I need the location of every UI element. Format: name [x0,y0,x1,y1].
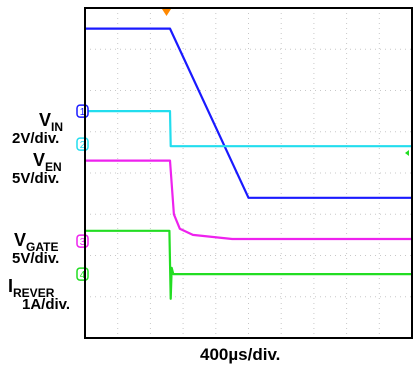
marker-number: 4 [80,270,86,281]
ven-label: VEN [33,150,62,174]
traces [85,27,412,300]
marker-number: 2 [80,140,86,151]
trigger-level-marker [405,150,409,156]
irever-label: IREVER [8,276,55,300]
x-axis-label: 400µs/div. [200,345,281,364]
trace-irever [85,229,412,300]
ven-scale-label: 5V/div. [12,170,60,187]
grid [85,8,412,338]
vgate-scale-label: 5V/div. [12,250,60,267]
vin-scale-label: 2V/div. [12,130,60,147]
irever-scale-label: 1A/div. [22,296,71,313]
marker-vin: 1 [76,104,89,118]
marker-ven: 2 [76,137,89,151]
marker-irever: 4 [76,267,89,281]
trigger-marker [162,9,171,16]
marker-number: 1 [80,107,86,118]
vgate-label: VGATE [14,230,59,254]
plot-frame [84,7,413,339]
vin-label: VIN [39,110,64,134]
marker-number: 3 [80,237,86,248]
trace-vin [85,27,412,199]
trace-ven [85,109,412,148]
marker-vgate: 3 [76,234,89,248]
trace-vgate [85,159,412,241]
